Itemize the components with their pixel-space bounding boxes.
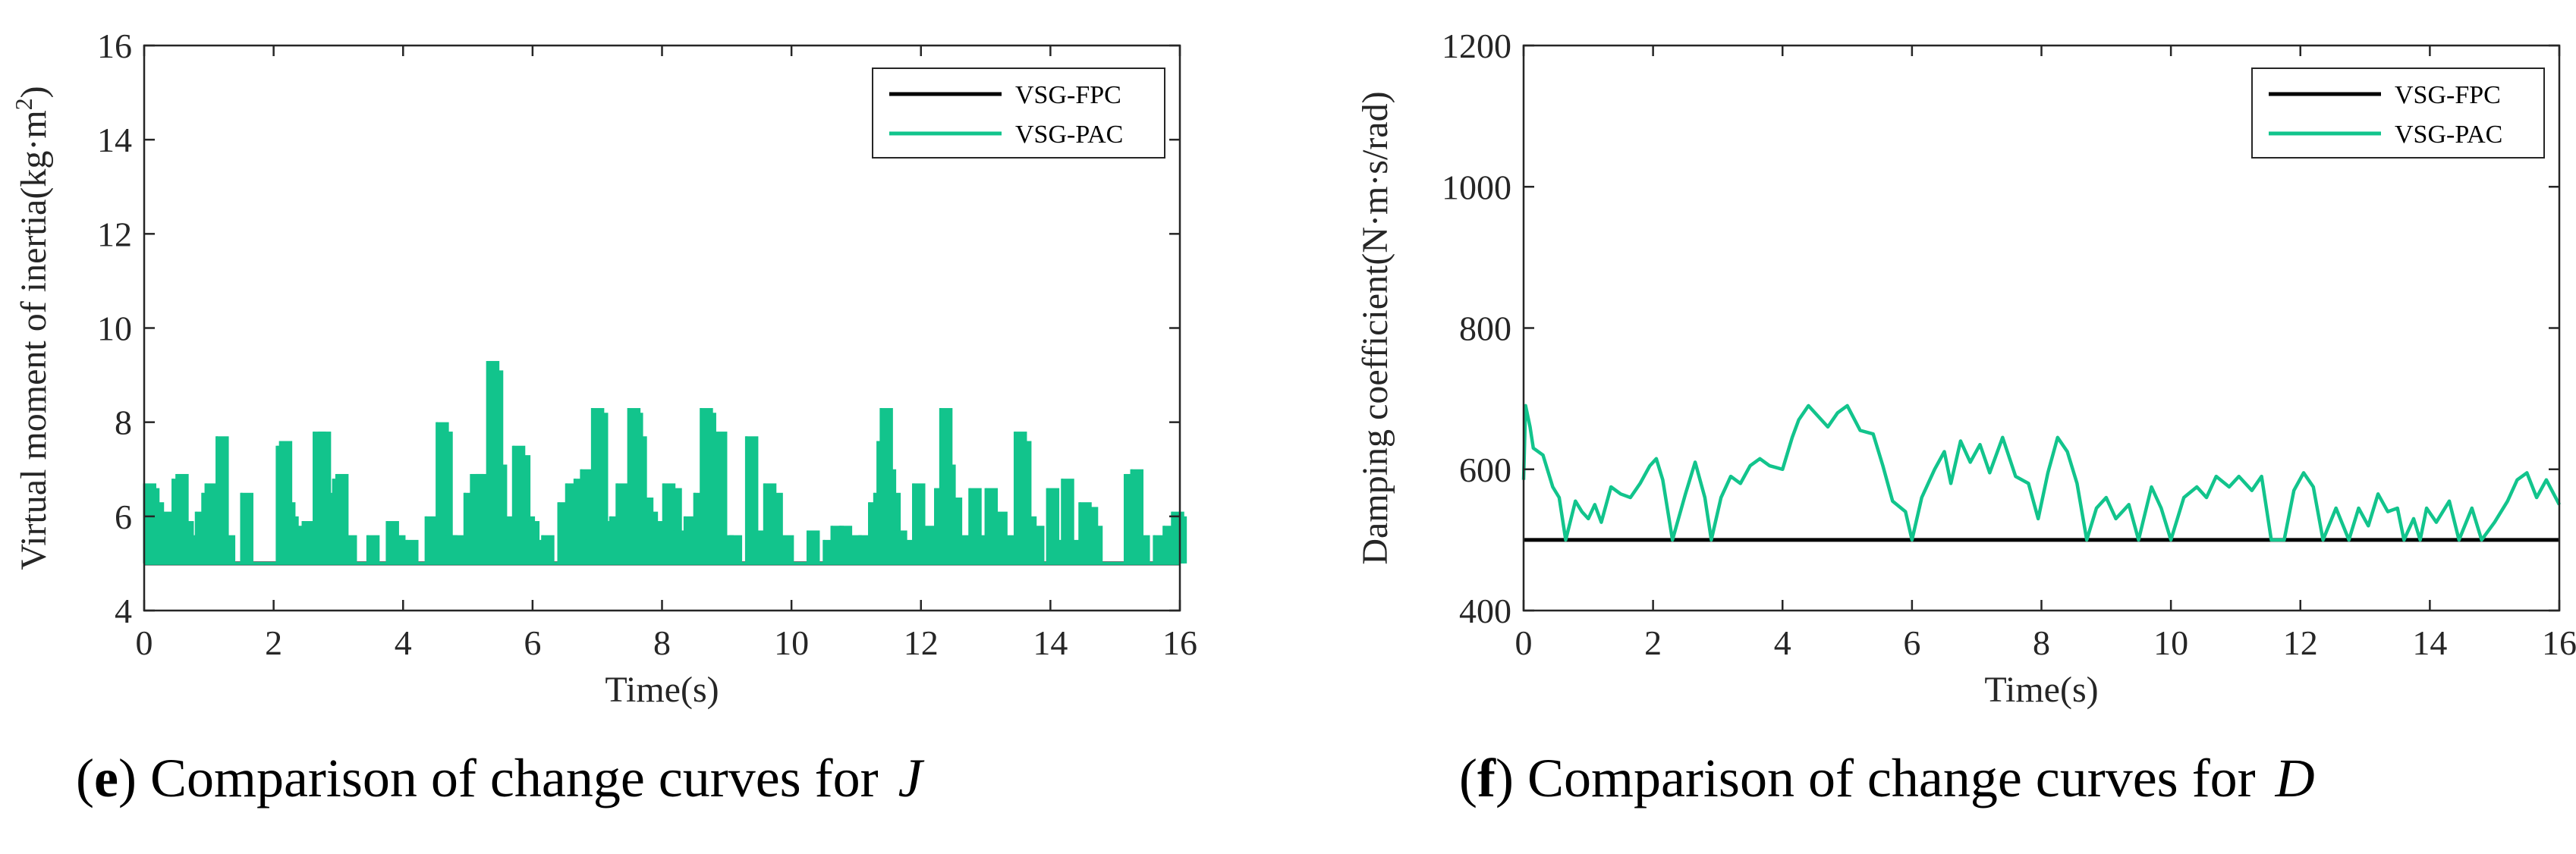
x-tick-label: 2 [1644, 623, 1662, 662]
legend-label: VSG-FPC [2395, 81, 2501, 109]
legend-label: VSG-PAC [1015, 121, 1123, 149]
x-tick-label: 6 [1903, 623, 1920, 662]
legend-box [872, 68, 1165, 159]
y-axis-label-main: Damping coefficient(N·m·s/rad) [1355, 91, 1395, 564]
data-point [1090, 526, 1103, 564]
legend-label: VSG-FPC [1015, 81, 1121, 109]
chart-inertia: 0 2 4 6 8 10 12 14 16 4 6 8 10 12 14 16 Time(s) Virtual m… [10, 27, 1197, 710]
data-point [1002, 535, 1014, 564]
y-tick-label: 8 [115, 403, 132, 442]
x-axis-label: Time(s) [605, 670, 719, 710]
y-tick-label: 16 [97, 27, 132, 65]
data-point [730, 535, 743, 564]
data-point [216, 436, 229, 564]
y-tick-label: 4 [115, 592, 132, 630]
x-tick-label: 0 [136, 623, 153, 662]
data-point [922, 526, 935, 564]
y-tick-label: 10 [97, 309, 132, 348]
x-tick-label: 10 [774, 623, 809, 662]
x-tick-label: 0 [1515, 623, 1533, 662]
chart-damping: 0 2 4 6 8 10 12 14 16 400 600 800 1000 1200 Time(s) Dam… [1355, 27, 2576, 710]
y-axis-label-main: Virtual moment of inertia(kg·m [14, 110, 54, 570]
x-tick-label: 14 [1033, 623, 1068, 662]
caption-f-letter: f [1477, 748, 1496, 808]
data-point [303, 521, 316, 564]
caption-f-open: ( [1459, 748, 1477, 808]
x-tick-label: 10 [2153, 623, 2188, 662]
x-tick-label: 8 [653, 623, 671, 662]
legend: VSG-FPC VSG-PAC [2251, 68, 2545, 159]
x-tick-label: 6 [524, 623, 541, 662]
y-axis-label-close: ) [14, 86, 54, 98]
x-tick-label: 16 [1162, 623, 1197, 662]
x-tick-label: 2 [265, 623, 282, 662]
data-point [715, 432, 728, 564]
x-tick-label: 4 [1774, 623, 1791, 662]
x-tick-label: 16 [2542, 623, 2576, 662]
caption-e-open: ( [76, 748, 94, 808]
x-tick-label: 4 [395, 623, 412, 662]
caption-e: (e) Comparison of change curves for J [76, 747, 923, 810]
data-point [1137, 535, 1150, 564]
legend-box [2251, 68, 2545, 159]
data-point [902, 539, 915, 564]
series-vsg-pac [143, 360, 1187, 565]
x-axis-label: Time(s) [1984, 670, 2098, 710]
y-tick-label: 1200 [1442, 27, 1511, 65]
y-axis-label-sup: 2 [10, 98, 37, 110]
x-tick-label: 12 [904, 623, 939, 662]
caption-e-symbol: J [898, 748, 923, 808]
series-vsg-pac [1521, 403, 2561, 542]
legend: VSG-FPC VSG-PAC [872, 68, 1165, 159]
y-tick-label: 12 [97, 215, 132, 253]
y-tick-label: 600 [1459, 451, 1511, 489]
data-point [673, 530, 686, 564]
data-point [782, 535, 794, 564]
data-point [223, 535, 236, 564]
data-point [1032, 526, 1045, 564]
y-axis-label: Virtual moment of inertia(kg·m2) [10, 86, 54, 570]
y-axis-label: Damping coefficient(N·m·s/rad) [1355, 91, 1395, 564]
data-point [344, 535, 357, 564]
data-point [753, 530, 766, 564]
data-point [1068, 539, 1081, 564]
caption-e-close: ) [118, 748, 137, 808]
caption-e-text: Comparison of change curves for [136, 748, 879, 808]
x-tick-label: 14 [2412, 623, 2447, 662]
y-tick-label: 14 [97, 121, 132, 159]
data-point [451, 535, 464, 564]
panel-damping: 0 2 4 6 8 10 12 14 16 400 600 800 1000 1200 Time(s) Dam… [1288, 0, 2576, 854]
data-point [367, 535, 380, 564]
data-point [241, 492, 253, 564]
legend-label: VSG-PAC [2395, 121, 2502, 149]
caption-f-symbol: D [2275, 748, 2315, 808]
x-tick-label: 8 [2033, 623, 2050, 662]
caption-f-close: ) [1495, 748, 1514, 808]
y-tick-label: 400 [1459, 592, 1511, 630]
y-tick-label: 800 [1459, 309, 1511, 348]
x-tick-label: 12 [2283, 623, 2318, 662]
caption-f: (f) Comparison of change curves for D [1459, 747, 2315, 810]
data-point [440, 432, 453, 564]
caption-f-text: Comparison of change curves for [1513, 748, 2256, 808]
data-point [542, 535, 555, 564]
y-tick-label: 6 [115, 498, 132, 536]
data-point [406, 539, 419, 564]
panel-inertia: 0 2 4 6 8 10 12 14 16 4 6 8 10 12 14 16 Time(s) Virtual m… [10, 27, 1197, 810]
data-point [770, 492, 783, 564]
data-point [807, 530, 820, 564]
caption-e-letter: e [93, 748, 118, 808]
data-point [393, 535, 406, 564]
y-tick-label: 1000 [1442, 168, 1511, 206]
data-point [652, 521, 665, 564]
